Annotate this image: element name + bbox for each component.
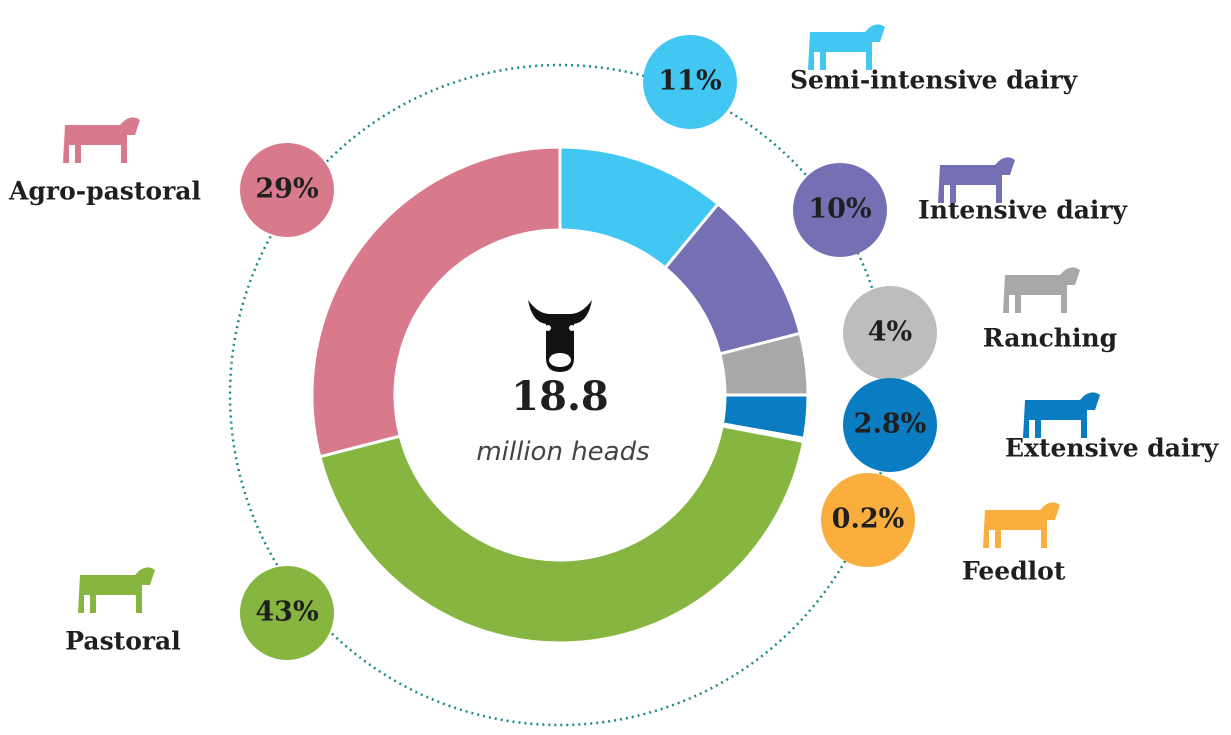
icon-shape [1003, 267, 1080, 313]
category-icon [63, 117, 140, 163]
category-label: Ranching [983, 324, 1117, 353]
donut-segment [317, 424, 806, 645]
category-label: Feedlot [962, 557, 1066, 586]
value-label: 29% [255, 174, 318, 205]
category-label: Extensive dairy [1005, 434, 1220, 463]
value-bubble [843, 378, 937, 472]
total-label: million heads [476, 437, 649, 467]
value-bubble [240, 566, 334, 660]
icon-shape [1023, 392, 1100, 438]
category-label: Semi-intensive dairy [790, 66, 1079, 95]
value-label: 2.8% [854, 409, 927, 440]
value-bubble [793, 163, 887, 257]
category-label: Agro-pastoral [8, 177, 201, 206]
cow-icon [528, 300, 592, 372]
value-label: 4% [868, 317, 912, 348]
value-label: 11% [658, 66, 721, 97]
value-label: 0.2% [832, 504, 905, 535]
category-icon [1023, 392, 1100, 438]
category-icon [983, 502, 1060, 548]
category-label: Intensive dairy [918, 196, 1129, 225]
total: 18.8 [511, 373, 608, 420]
category-icon [808, 24, 885, 71]
icon-shape [808, 24, 885, 71]
icon-shape [63, 117, 140, 163]
value-label: 43% [255, 597, 318, 628]
category-icon [1003, 267, 1080, 313]
value-bubble [843, 286, 937, 380]
icon-shape [938, 157, 1015, 203]
value-bubble [240, 143, 334, 237]
icon-shape [983, 502, 1060, 548]
category-icon [78, 567, 155, 613]
category-icon [938, 157, 1015, 203]
category-label: Pastoral [65, 627, 181, 656]
value-bubble [821, 473, 915, 567]
icon-shape [78, 567, 155, 613]
donut-segment [310, 145, 562, 459]
value-bubble [643, 35, 737, 129]
value-label: 10% [808, 194, 871, 225]
